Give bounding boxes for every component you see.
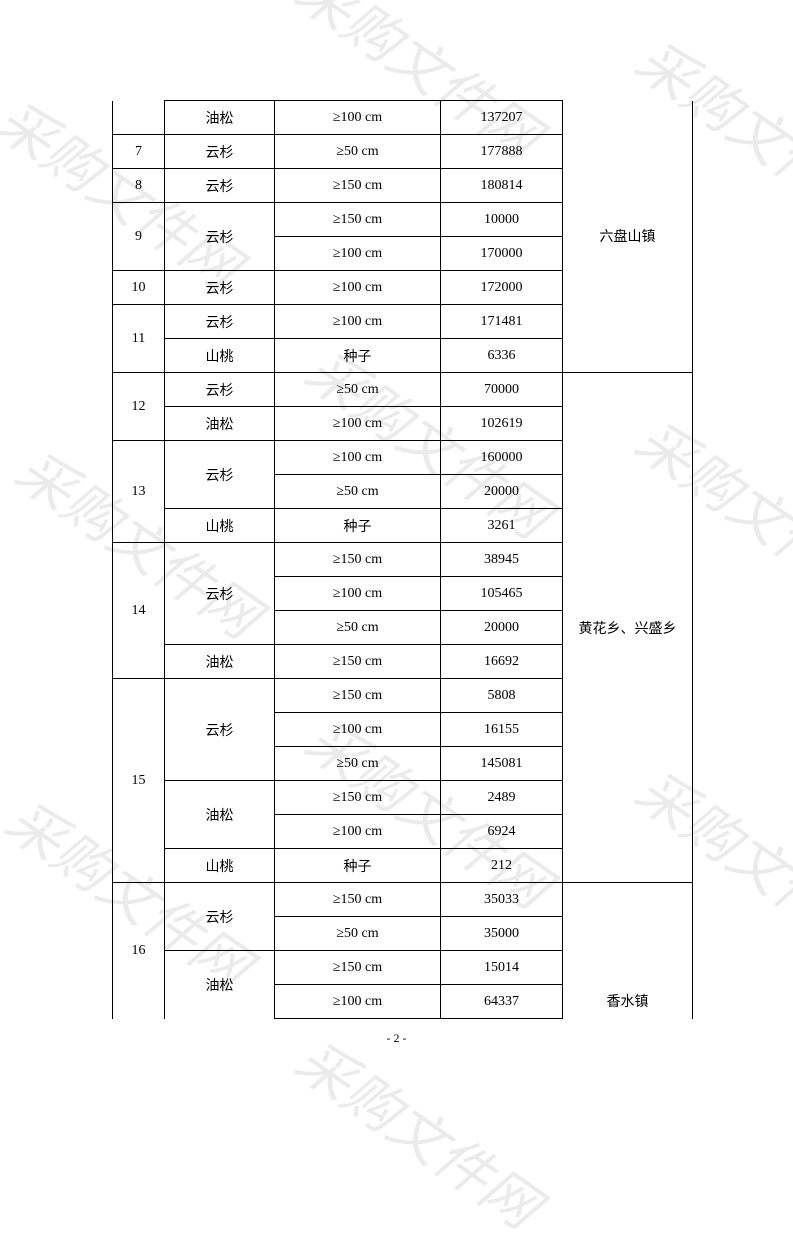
cell-spec: ≥150 cm bbox=[275, 169, 441, 203]
cell-spec: ≥150 cm bbox=[275, 951, 441, 985]
cell-species: 云杉 bbox=[165, 679, 275, 781]
page-number: - 2 - bbox=[0, 1031, 793, 1046]
cell-spec: ≥100 cm bbox=[275, 441, 441, 475]
table-row: 16 云杉 ≥150 cm 35033 香水镇 bbox=[113, 883, 693, 917]
cell-spec: ≥50 cm bbox=[275, 373, 441, 407]
cell-qty: 64337 bbox=[441, 985, 563, 1019]
cell-id: 10 bbox=[113, 271, 165, 305]
cell-qty: 2489 bbox=[441, 781, 563, 815]
cell-qty: 15014 bbox=[441, 951, 563, 985]
cell-species: 云杉 bbox=[165, 441, 275, 509]
cell-species: 云杉 bbox=[165, 203, 275, 271]
watermark: 采购文件网 bbox=[282, 1017, 558, 1244]
cell-spec: 种子 bbox=[275, 509, 441, 543]
cell-region: 六盘山镇 bbox=[563, 101, 693, 373]
cell-id: 8 bbox=[113, 169, 165, 203]
cell-species: 油松 bbox=[165, 101, 275, 135]
cell-spec: ≥150 cm bbox=[275, 781, 441, 815]
cell-species: 山桃 bbox=[165, 509, 275, 543]
cell-spec: ≥100 cm bbox=[275, 407, 441, 441]
cell-species: 云杉 bbox=[165, 883, 275, 951]
cell-qty: 16692 bbox=[441, 645, 563, 679]
cell-qty: 170000 bbox=[441, 237, 563, 271]
cell-qty: 105465 bbox=[441, 577, 563, 611]
cell-id: 16 bbox=[113, 883, 165, 1019]
table-row: 12 云杉 ≥50 cm 70000 黄花乡、兴盛乡 bbox=[113, 373, 693, 407]
cell-spec: ≥150 cm bbox=[275, 543, 441, 577]
cell-species: 云杉 bbox=[165, 543, 275, 645]
cell-id: 15 bbox=[113, 679, 165, 883]
cell-spec: ≥50 cm bbox=[275, 917, 441, 951]
cell-species: 云杉 bbox=[165, 271, 275, 305]
cell-spec: ≥50 cm bbox=[275, 475, 441, 509]
cell-qty: 171481 bbox=[441, 305, 563, 339]
cell-spec: ≥100 cm bbox=[275, 237, 441, 271]
cell-qty: 16155 bbox=[441, 713, 563, 747]
cell-spec: ≥100 cm bbox=[275, 271, 441, 305]
cell-species: 云杉 bbox=[165, 169, 275, 203]
cell-spec: ≥150 cm bbox=[275, 883, 441, 917]
cell-id: 14 bbox=[113, 543, 165, 679]
cell-qty: 5808 bbox=[441, 679, 563, 713]
cell-qty: 212 bbox=[441, 849, 563, 883]
cell-id bbox=[113, 101, 165, 135]
cell-id: 7 bbox=[113, 135, 165, 169]
cell-qty: 180814 bbox=[441, 169, 563, 203]
data-table: 油松 ≥100 cm 137207 六盘山镇 7 云杉 ≥50 cm 17788… bbox=[112, 100, 693, 1019]
cell-qty: 172000 bbox=[441, 271, 563, 305]
cell-species: 油松 bbox=[165, 645, 275, 679]
cell-spec: ≥150 cm bbox=[275, 679, 441, 713]
region-label: 黄花乡、兴盛乡 bbox=[579, 622, 677, 637]
cell-spec: ≥100 cm bbox=[275, 815, 441, 849]
cell-spec: ≥100 cm bbox=[275, 985, 441, 1019]
cell-species: 山桃 bbox=[165, 339, 275, 373]
cell-qty: 70000 bbox=[441, 373, 563, 407]
cell-qty: 20000 bbox=[441, 475, 563, 509]
cell-spec: ≥100 cm bbox=[275, 713, 441, 747]
cell-qty: 137207 bbox=[441, 101, 563, 135]
table-row: 油松 ≥100 cm 137207 六盘山镇 bbox=[113, 101, 693, 135]
cell-species: 油松 bbox=[165, 951, 275, 1019]
cell-spec: ≥100 cm bbox=[275, 577, 441, 611]
cell-region: 黄花乡、兴盛乡 bbox=[563, 373, 693, 883]
cell-species: 山桃 bbox=[165, 849, 275, 883]
cell-spec: ≥50 cm bbox=[275, 747, 441, 781]
cell-qty: 35000 bbox=[441, 917, 563, 951]
cell-spec: ≥100 cm bbox=[275, 305, 441, 339]
cell-qty: 20000 bbox=[441, 611, 563, 645]
cell-species: 云杉 bbox=[165, 373, 275, 407]
cell-qty: 6336 bbox=[441, 339, 563, 373]
cell-qty: 6924 bbox=[441, 815, 563, 849]
cell-id: 9 bbox=[113, 203, 165, 271]
cell-region: 香水镇 bbox=[563, 883, 693, 1019]
cell-spec: ≥150 cm bbox=[275, 203, 441, 237]
cell-qty: 177888 bbox=[441, 135, 563, 169]
cell-qty: 102619 bbox=[441, 407, 563, 441]
cell-species: 云杉 bbox=[165, 305, 275, 339]
cell-species: 油松 bbox=[165, 407, 275, 441]
cell-id: 12 bbox=[113, 373, 165, 441]
cell-qty: 3261 bbox=[441, 509, 563, 543]
cell-spec: ≥150 cm bbox=[275, 645, 441, 679]
cell-qty: 160000 bbox=[441, 441, 563, 475]
cell-qty: 38945 bbox=[441, 543, 563, 577]
cell-spec: 种子 bbox=[275, 339, 441, 373]
cell-spec: 种子 bbox=[275, 849, 441, 883]
cell-species: 云杉 bbox=[165, 135, 275, 169]
cell-qty: 35033 bbox=[441, 883, 563, 917]
cell-spec: ≥50 cm bbox=[275, 135, 441, 169]
region-label: 香水镇 bbox=[607, 995, 649, 1010]
cell-qty: 10000 bbox=[441, 203, 563, 237]
cell-spec: ≥50 cm bbox=[275, 611, 441, 645]
cell-id: 11 bbox=[113, 305, 165, 373]
cell-id: 13 bbox=[113, 441, 165, 543]
region-label: 六盘山镇 bbox=[600, 230, 656, 245]
cell-spec: ≥100 cm bbox=[275, 101, 441, 135]
cell-species: 油松 bbox=[165, 781, 275, 849]
cell-qty: 145081 bbox=[441, 747, 563, 781]
data-table-wrap: 油松 ≥100 cm 137207 六盘山镇 7 云杉 ≥50 cm 17788… bbox=[112, 100, 692, 1019]
